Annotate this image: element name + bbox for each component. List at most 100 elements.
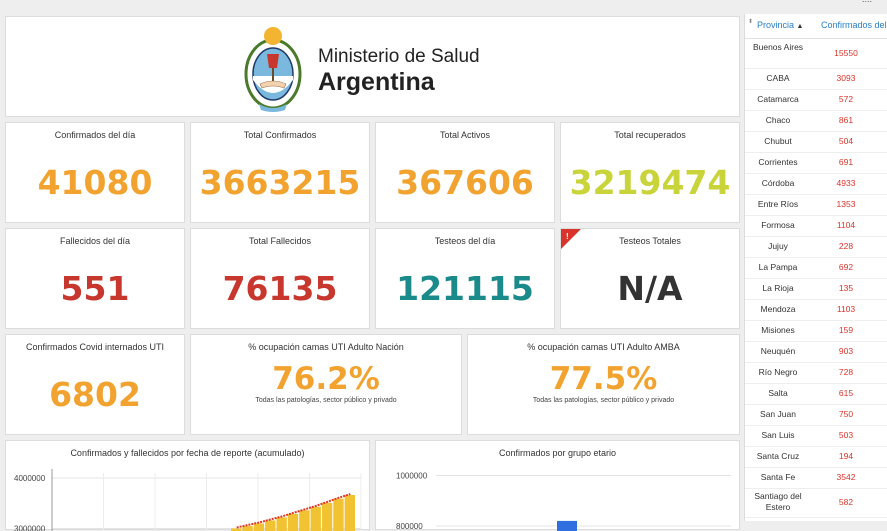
table-row[interactable]: Neuquén 903: [745, 341, 887, 363]
kpi-value: 3663215: [199, 163, 361, 202]
bar: [276, 517, 287, 531]
cell-confirmados: 691: [838, 157, 854, 167]
kpi-value: 41080: [37, 163, 153, 202]
cell-confirmados: 15550: [834, 48, 858, 58]
cell-provincia: Santa Cruz: [756, 451, 800, 461]
cell-confirmados: 1103: [836, 304, 856, 314]
kpi-ocupacion-nacion: % ocupación camas UTI Adulto Nación 76.2…: [190, 334, 462, 435]
cell-provincia: Santiago del Estero: [754, 491, 802, 512]
ministry-name-line1: Ministerio de Salud: [318, 46, 480, 67]
kpi-value: N/A: [617, 269, 683, 308]
kpi-testeos-totales: ! Testeos Totales N/A: [560, 228, 740, 329]
table-row[interactable]: Mendoza 1103: [745, 299, 887, 321]
table-row[interactable]: San Luis 503: [745, 425, 887, 447]
kpi-value: 6802: [49, 375, 141, 414]
kpi-total-confirmados: Total Confirmados 3663215: [190, 122, 370, 223]
cell-confirmados: 135: [838, 283, 854, 293]
kpi-total-activos: Total Activos 367606: [375, 122, 555, 223]
cell-confirmados: 692: [838, 262, 854, 272]
y-tick-label: 1000000: [396, 472, 428, 481]
alert-corner-badge[interactable]: !: [561, 229, 581, 249]
table-row[interactable]: Catamarca 572: [745, 89, 887, 111]
cell-provincia: Catamarca: [757, 94, 799, 104]
cell-provincia: La Pampa: [758, 262, 798, 272]
cell-provincia: Río Negro: [758, 367, 798, 377]
column-header-confirmados[interactable]: Confirmados del: [821, 20, 887, 30]
bar: [321, 502, 333, 531]
table-row[interactable]: Misiones 159: [745, 320, 887, 342]
table-row[interactable]: La Pampa 692: [745, 257, 887, 279]
cell-provincia: Corrientes: [758, 157, 798, 167]
bar: [253, 523, 265, 531]
column-header-provincia[interactable]: Provincia ▲: [757, 20, 804, 30]
kpi-fallecidos-dia: Fallecidos del día 551: [5, 228, 185, 329]
cell-confirmados: 504: [838, 136, 854, 146]
table-row[interactable]: Chaco 861: [745, 110, 887, 132]
table-row[interactable]: Entre Ríos 1353: [745, 194, 887, 216]
kpi-testeos-dia: Testeos del día 121115: [375, 228, 555, 329]
kpi-confirmados-dia: Confirmados del día 41080: [5, 122, 185, 223]
kpi-label: Confirmados del día: [54, 130, 136, 140]
top-right-fragment: ....: [862, 0, 872, 4]
cell-provincia: Salta: [768, 388, 788, 398]
table-row[interactable]: Santa Fe 3542: [745, 467, 887, 489]
cell-provincia: Córdoba: [761, 178, 795, 188]
table-row[interactable]: Salta 615: [745, 383, 887, 405]
header-card: [5, 16, 740, 117]
cell-confirmados: 1104: [836, 220, 856, 230]
cell-confirmados: 194: [838, 451, 854, 461]
cell-provincia: Neuquén: [760, 346, 796, 356]
kpi-value: 76.2%: [272, 361, 380, 397]
kpi-label: Total Confirmados: [243, 130, 317, 140]
table-header: ⬍ Provincia ▲ Confirmados del: [745, 14, 887, 39]
table-row[interactable]: Buenos Aires 15550: [745, 39, 887, 69]
table-row[interactable]: CABA 3093: [745, 68, 887, 90]
cell-provincia: Formosa: [761, 220, 795, 230]
table-row[interactable]: Santa Cruz 194: [745, 446, 887, 468]
kpi-value: 551: [60, 269, 130, 308]
sort-asc-icon: ▲: [796, 23, 804, 30]
cell-provincia: Misiones: [761, 325, 795, 335]
cell-provincia: Entre Ríos: [757, 199, 799, 209]
table-row[interactable]: Río Negro 728: [745, 362, 887, 384]
kpi-label: Total recuperados: [614, 130, 686, 140]
cell-confirmados: 1353: [836, 199, 856, 209]
bar: [557, 520, 577, 531]
cell-provincia: Santa Fe: [760, 472, 796, 482]
kpi-label: Testeos Totales: [619, 236, 681, 246]
table-row[interactable]: Santiago del Estero 582: [745, 488, 887, 518]
kpi-label: Total Activos: [439, 130, 491, 140]
chart-title: Confirmados y fallecidos por fecha de re…: [70, 448, 305, 458]
kpi-value: 121115: [396, 269, 534, 308]
kpi-label: Total Fallecidos: [248, 236, 312, 246]
kpi-label: Fallecidos del día: [59, 236, 131, 246]
bar: [310, 506, 321, 531]
bar: [344, 495, 355, 531]
cell-confirmados: 903: [838, 346, 854, 356]
cell-confirmados: 228: [838, 241, 854, 251]
kpi-label: % ocupación camas UTI Adulto Nación: [248, 342, 404, 352]
table-row[interactable]: Chubut 504: [745, 131, 887, 153]
argentina-coat-of-arms-logo: [244, 27, 302, 112]
kpi-value: 3219474: [569, 163, 731, 202]
table-row[interactable]: Córdoba 4933: [745, 173, 887, 195]
table-row[interactable]: Corrientes 691: [745, 152, 887, 174]
kpi-label: Testeos del día: [434, 236, 496, 246]
cell-provincia: Mendoza: [760, 304, 796, 314]
cell-confirmados: 503: [838, 430, 854, 440]
cell-confirmados: 728: [838, 367, 854, 377]
chart-card-acumulado: Confirmados y fallecidos por fecha de re…: [5, 440, 370, 531]
cell-provincia: San Luis: [761, 430, 795, 440]
cell-provincia: Chubut: [764, 136, 792, 146]
table-row[interactable]: Jujuy 228: [745, 236, 887, 258]
sort-handle-icon[interactable]: ⬍: [748, 19, 754, 25]
y-tick-label: 3000000: [14, 524, 46, 531]
table-row[interactable]: La Rioja 135: [745, 278, 887, 300]
table-row[interactable]: San Juan 750: [745, 404, 887, 426]
cell-confirmados: 615: [838, 388, 854, 398]
alert-badge-text: !: [566, 232, 569, 241]
cell-provincia: La Rioja: [762, 283, 794, 293]
cell-confirmados: 572: [838, 94, 854, 104]
table-row[interactable]: Formosa 1104: [745, 215, 887, 237]
cell-confirmados: 4933: [836, 178, 856, 188]
